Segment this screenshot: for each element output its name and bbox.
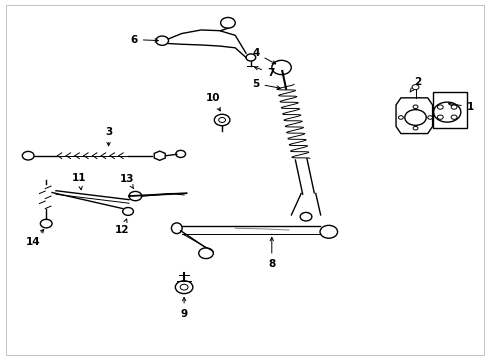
Text: 5: 5	[252, 78, 280, 89]
Text: 14: 14	[26, 229, 44, 247]
Text: 10: 10	[206, 93, 220, 111]
Text: 11: 11	[72, 173, 87, 190]
Text: 2: 2	[410, 77, 421, 92]
Text: 9: 9	[180, 297, 188, 319]
Text: 4: 4	[252, 48, 276, 64]
Text: 13: 13	[120, 174, 134, 189]
Text: 1: 1	[448, 102, 474, 112]
Text: 8: 8	[268, 238, 275, 269]
Text: 7: 7	[254, 67, 274, 78]
Text: 12: 12	[115, 219, 129, 235]
Text: 3: 3	[105, 127, 112, 146]
Text: 6: 6	[130, 35, 158, 45]
